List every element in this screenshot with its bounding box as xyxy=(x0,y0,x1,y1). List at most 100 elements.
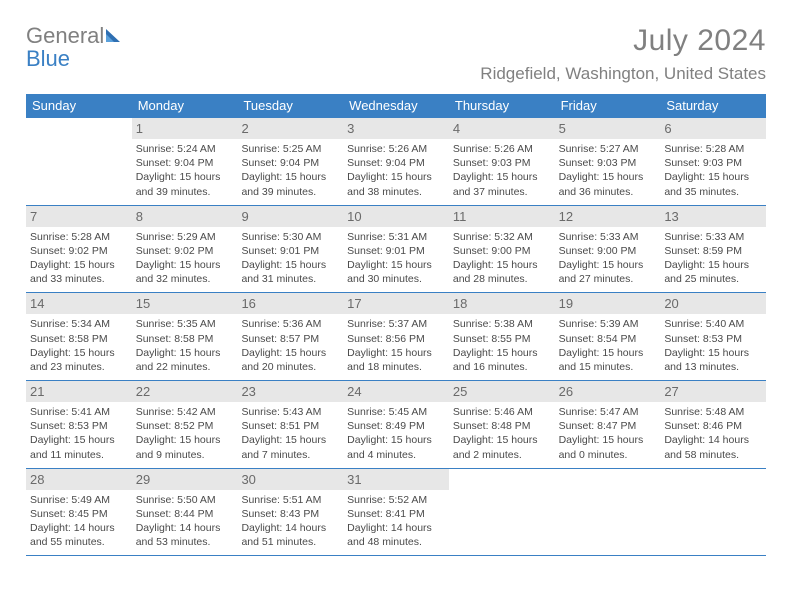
sunrise-line: Sunrise: 5:50 AM xyxy=(136,493,234,507)
day-number: 6 xyxy=(660,118,766,139)
day-number: 7 xyxy=(26,206,132,227)
sunrise-line: Sunrise: 5:34 AM xyxy=(30,317,128,331)
daylight-line: Daylight: 15 hours and 35 minutes. xyxy=(664,170,762,198)
day-info: Sunrise: 5:34 AMSunset: 8:58 PMDaylight:… xyxy=(30,317,128,374)
day-info: Sunrise: 5:25 AMSunset: 9:04 PMDaylight:… xyxy=(241,142,339,199)
day-info: Sunrise: 5:29 AMSunset: 9:02 PMDaylight:… xyxy=(136,230,234,287)
daylight-line: Daylight: 15 hours and 11 minutes. xyxy=(30,433,128,461)
sunrise-line: Sunrise: 5:40 AM xyxy=(664,317,762,331)
dow-monday: Monday xyxy=(132,94,238,118)
day-number: 19 xyxy=(555,293,661,314)
daylight-line: Daylight: 15 hours and 15 minutes. xyxy=(559,346,657,374)
day-info: Sunrise: 5:27 AMSunset: 9:03 PMDaylight:… xyxy=(559,142,657,199)
day-number: 13 xyxy=(660,206,766,227)
day-info: Sunrise: 5:26 AMSunset: 9:03 PMDaylight:… xyxy=(453,142,551,199)
sunset-line: Sunset: 8:54 PM xyxy=(559,332,657,346)
day-number: 17 xyxy=(343,293,449,314)
daylight-line: Daylight: 15 hours and 27 minutes. xyxy=(559,258,657,286)
sunset-line: Sunset: 9:04 PM xyxy=(241,156,339,170)
sunset-line: Sunset: 9:00 PM xyxy=(559,244,657,258)
day-cell: 19 Sunrise: 5:39 AMSunset: 8:54 PMDayligh… xyxy=(555,293,661,380)
sunrise-line: Sunrise: 5:28 AM xyxy=(664,142,762,156)
day-info: Sunrise: 5:33 AMSunset: 8:59 PMDaylight:… xyxy=(664,230,762,287)
daylight-line: Daylight: 15 hours and 13 minutes. xyxy=(664,346,762,374)
sunrise-line: Sunrise: 5:26 AM xyxy=(347,142,445,156)
daylight-line: Daylight: 15 hours and 2 minutes. xyxy=(453,433,551,461)
day-info: Sunrise: 5:41 AMSunset: 8:53 PMDaylight:… xyxy=(30,405,128,462)
daylight-line: Daylight: 15 hours and 32 minutes. xyxy=(136,258,234,286)
sunrise-line: Sunrise: 5:39 AM xyxy=(559,317,657,331)
daylight-line: Daylight: 14 hours and 48 minutes. xyxy=(347,521,445,549)
dow-wednesday: Wednesday xyxy=(343,94,449,118)
sunrise-line: Sunrise: 5:35 AM xyxy=(136,317,234,331)
day-number: 29 xyxy=(132,469,238,490)
day-cell: 1Sunrise: 5:24 AMSunset: 9:04 PMDaylight… xyxy=(132,118,238,205)
day-cell: 10Sunrise: 5:31 AMSunset: 9:01 PMDayligh… xyxy=(343,206,449,293)
sunrise-line: Sunrise: 5:43 AM xyxy=(241,405,339,419)
header: General Blue July 2024 Ridgefield, Washi… xyxy=(26,24,766,84)
dow-thursday: Thursday xyxy=(449,94,555,118)
day-cell: 20Sunrise: 5:40 AMSunset: 8:53 PMDayligh… xyxy=(660,293,766,380)
calendar: Sunday Monday Tuesday Wednesday Thursday… xyxy=(26,94,766,556)
sunrise-line: Sunrise: 5:42 AM xyxy=(136,405,234,419)
month-title: July 2024 xyxy=(480,24,766,58)
day-number: 9 xyxy=(237,206,343,227)
day-number: 18 xyxy=(449,293,555,314)
day-cell: 26Sunrise: 5:47 AMSunset: 8:47 PMDayligh… xyxy=(555,381,661,468)
day-cell: 11Sunrise: 5:32 AMSunset: 9:00 PMDayligh… xyxy=(449,206,555,293)
day-info: Sunrise: 5:52 AMSunset: 8:41 PMDaylight:… xyxy=(347,493,445,550)
day-cell: 6Sunrise: 5:28 AMSunset: 9:03 PMDaylight… xyxy=(660,118,766,205)
daylight-line: Daylight: 15 hours and 37 minutes. xyxy=(453,170,551,198)
daylight-line: Daylight: 15 hours and 33 minutes. xyxy=(30,258,128,286)
sunset-line: Sunset: 8:43 PM xyxy=(241,507,339,521)
sunset-line: Sunset: 8:49 PM xyxy=(347,419,445,433)
day-info: Sunrise: 5:35 AMSunset: 8:58 PMDaylight:… xyxy=(136,317,234,374)
daylight-line: Daylight: 15 hours and 0 minutes. xyxy=(559,433,657,461)
day-number: 21 xyxy=(26,381,132,402)
day-info: Sunrise: 5:45 AMSunset: 8:49 PMDaylight:… xyxy=(347,405,445,462)
day-info: Sunrise: 5:37 AMSunset: 8:56 PMDaylight:… xyxy=(347,317,445,374)
day-cell: 2Sunrise: 5:25 AMSunset: 9:04 PMDaylight… xyxy=(237,118,343,205)
sunset-line: Sunset: 9:01 PM xyxy=(241,244,339,258)
day-cell: 14 Sunrise: 5:34 AMSunset: 8:58 PMDayligh… xyxy=(26,293,132,380)
sunset-line: Sunset: 8:51 PM xyxy=(241,419,339,433)
daylight-line: Daylight: 15 hours and 16 minutes. xyxy=(453,346,551,374)
day-number: 26 xyxy=(555,381,661,402)
day-number: 12 xyxy=(555,206,661,227)
title-block: July 2024 Ridgefield, Washington, United… xyxy=(480,24,766,84)
daylight-line: Daylight: 15 hours and 30 minutes. xyxy=(347,258,445,286)
day-cell: . xyxy=(660,469,766,556)
day-cell: . xyxy=(26,118,132,205)
day-number: 25 xyxy=(449,381,555,402)
day-cell: 9Sunrise: 5:30 AMSunset: 9:01 PMDaylight… xyxy=(237,206,343,293)
day-number: 27 xyxy=(660,381,766,402)
sunrise-line: Sunrise: 5:48 AM xyxy=(664,405,762,419)
daylight-line: Daylight: 15 hours and 38 minutes. xyxy=(347,170,445,198)
sunset-line: Sunset: 8:46 PM xyxy=(664,419,762,433)
sunrise-line: Sunrise: 5:47 AM xyxy=(559,405,657,419)
days-of-week-row: Sunday Monday Tuesday Wednesday Thursday… xyxy=(26,94,766,118)
daylight-line: Daylight: 15 hours and 39 minutes. xyxy=(136,170,234,198)
brand-text: General Blue xyxy=(26,24,126,70)
day-number: 16 xyxy=(237,293,343,314)
sunrise-line: Sunrise: 5:32 AM xyxy=(453,230,551,244)
sunrise-line: Sunrise: 5:36 AM xyxy=(241,317,339,331)
day-number: 14 xyxy=(26,293,132,314)
sunrise-line: Sunrise: 5:27 AM xyxy=(559,142,657,156)
dow-tuesday: Tuesday xyxy=(237,94,343,118)
day-cell: 5 Sunrise: 5:27 AMSunset: 9:03 PMDaylight… xyxy=(555,118,661,205)
day-number: 1 xyxy=(132,118,238,139)
daylight-line: Daylight: 15 hours and 18 minutes. xyxy=(347,346,445,374)
day-info: Sunrise: 5:26 AMSunset: 9:04 PMDaylight:… xyxy=(347,142,445,199)
day-cell: 8Sunrise: 5:29 AMSunset: 9:02 PMDaylight… xyxy=(132,206,238,293)
day-number: 4 xyxy=(449,118,555,139)
sunrise-line: Sunrise: 5:24 AM xyxy=(136,142,234,156)
day-number: 5 xyxy=(555,118,661,139)
daylight-line: Daylight: 15 hours and 22 minutes. xyxy=(136,346,234,374)
day-cell: . xyxy=(555,469,661,556)
sunset-line: Sunset: 8:56 PM xyxy=(347,332,445,346)
day-cell: 31Sunrise: 5:52 AMSunset: 8:41 PMDayligh… xyxy=(343,469,449,556)
daylight-line: Daylight: 15 hours and 36 minutes. xyxy=(559,170,657,198)
daylight-line: Daylight: 14 hours and 58 minutes. xyxy=(664,433,762,461)
sunrise-line: Sunrise: 5:49 AM xyxy=(30,493,128,507)
